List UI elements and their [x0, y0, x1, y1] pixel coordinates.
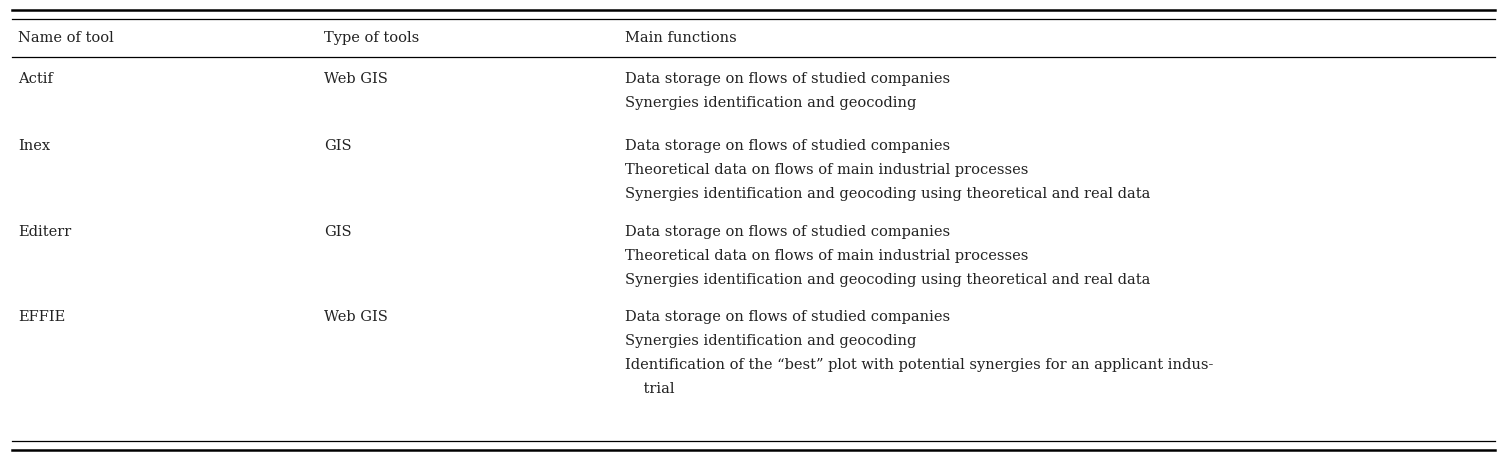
Text: Synergies identification and geocoding: Synergies identification and geocoding: [625, 96, 916, 110]
Text: EFFIE: EFFIE: [18, 310, 65, 324]
Text: Data storage on flows of studied companies: Data storage on flows of studied compani…: [625, 310, 951, 324]
Text: Name of tool: Name of tool: [18, 31, 115, 45]
Text: GIS: GIS: [324, 225, 351, 238]
Text: Data storage on flows of studied companies: Data storage on flows of studied compani…: [625, 225, 951, 238]
Text: GIS: GIS: [324, 139, 351, 153]
Text: Main functions: Main functions: [625, 31, 737, 45]
Text: Synergies identification and geocoding using theoretical and real data: Synergies identification and geocoding u…: [625, 273, 1151, 287]
Text: trial: trial: [625, 382, 675, 396]
Text: Theoretical data on flows of main industrial processes: Theoretical data on flows of main indust…: [625, 163, 1029, 177]
Text: Web GIS: Web GIS: [324, 72, 387, 86]
Text: Data storage on flows of studied companies: Data storage on flows of studied compani…: [625, 72, 951, 86]
Text: Identification of the “best” plot with potential synergies for an applicant indu: Identification of the “best” plot with p…: [625, 358, 1213, 372]
Text: Web GIS: Web GIS: [324, 310, 387, 324]
Text: Type of tools: Type of tools: [324, 31, 419, 45]
Text: Synergies identification and geocoding: Synergies identification and geocoding: [625, 334, 916, 348]
Text: Editerr: Editerr: [18, 225, 71, 238]
Text: Inex: Inex: [18, 139, 50, 153]
Text: Theoretical data on flows of main industrial processes: Theoretical data on flows of main indust…: [625, 249, 1029, 263]
Text: Synergies identification and geocoding using theoretical and real data: Synergies identification and geocoding u…: [625, 187, 1151, 201]
Text: Actif: Actif: [18, 72, 53, 86]
Text: Data storage on flows of studied companies: Data storage on flows of studied compani…: [625, 139, 951, 153]
